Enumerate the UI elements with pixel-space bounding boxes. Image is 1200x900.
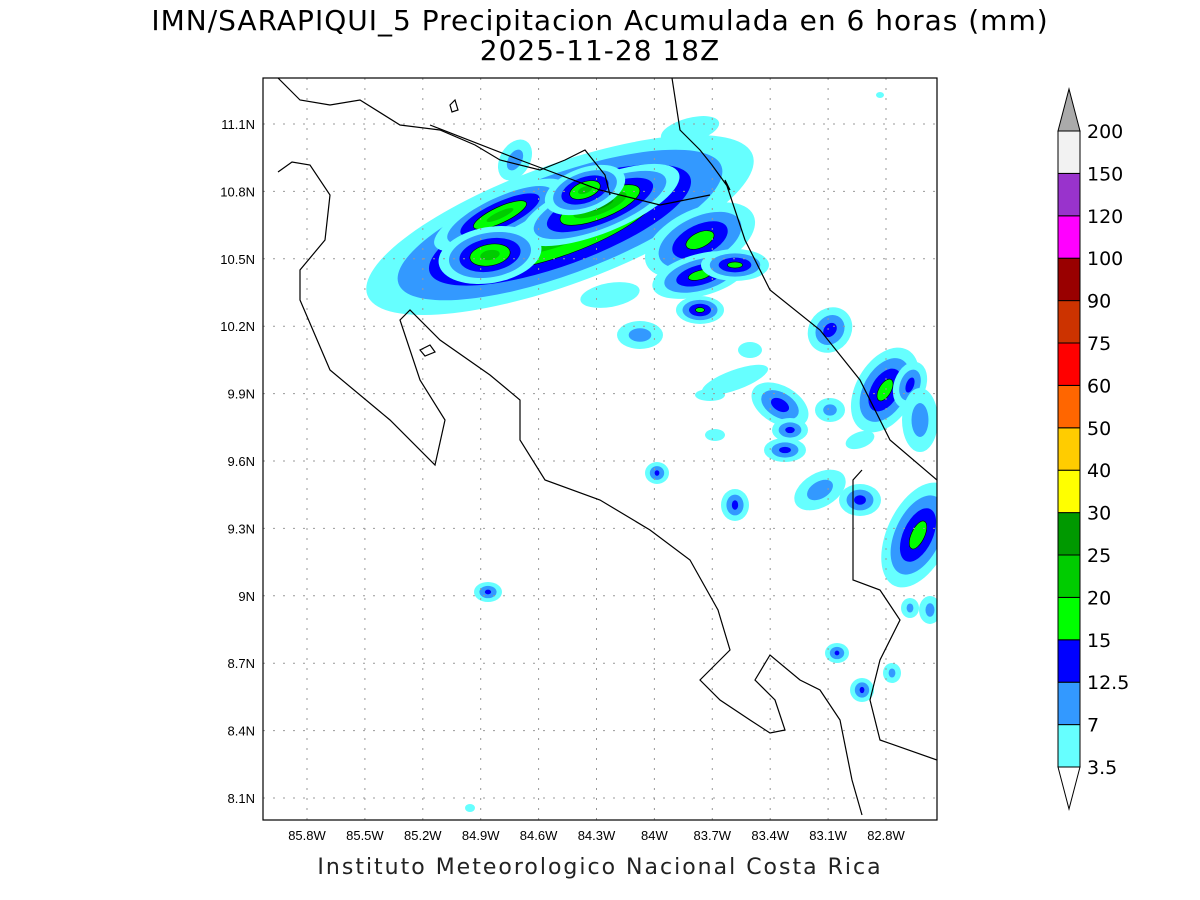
lon-tick-label: 83.7W [694, 828, 732, 843]
colorbar-label: 60 [1087, 375, 1111, 397]
lon-tick-label: 84.6W [520, 828, 558, 843]
colorbar-swatch [1057, 384, 1081, 429]
precip-contour [480, 249, 500, 261]
precip-contour [845, 430, 875, 450]
precip-contour [695, 307, 705, 313]
precip-contour [779, 446, 791, 454]
lon-tick-label: 83.4W [751, 828, 789, 843]
map-subtitle: 2025-11-28 18Z [479, 34, 721, 67]
lat-tick-label: 10.5N [220, 252, 255, 267]
lat-tick-label: 9.9N [228, 387, 255, 402]
colorbar-label: 120 [1087, 206, 1123, 228]
precip-contour [701, 364, 769, 396]
lon-tick-label: 83.1W [809, 828, 847, 843]
lat-tick-label: 8.7N [228, 656, 255, 671]
colorbar-label: 7 [1087, 715, 1099, 737]
precip-contour [888, 668, 896, 678]
colorbar-swatch [1057, 469, 1081, 514]
precip-contour [654, 470, 660, 476]
precip-field [366, 92, 937, 812]
precip-contour [876, 378, 894, 402]
lon-tick-label: 85.8W [288, 828, 326, 843]
lat-tick-label: 9.6N [228, 454, 255, 469]
colorbar-swatch [1057, 554, 1081, 598]
lon-tick-label: 84.9W [462, 828, 500, 843]
colorbar-swatch [1057, 130, 1081, 174]
precip-contour [859, 686, 865, 694]
lat-tick-label: 11.1N [221, 117, 255, 132]
colorbar-label: 100 [1087, 248, 1123, 270]
precip-contour [577, 185, 593, 195]
precip-contour [695, 389, 725, 401]
coastlines [277, 78, 937, 816]
colorbar-label: 15 [1087, 630, 1111, 652]
gridlines [263, 78, 937, 820]
colorbar-label: 150 [1087, 163, 1123, 185]
precip-contour [906, 603, 914, 613]
precip-contour [834, 650, 840, 656]
precip-contour [807, 479, 833, 501]
map-frame [262, 77, 938, 821]
lat-tick-label: 10.2N [220, 319, 255, 334]
precip-contour [925, 603, 935, 617]
precip-contour [785, 426, 795, 434]
precip-contour [465, 804, 475, 812]
lon-tick-label: 85.5W [346, 828, 384, 843]
lat-tick-label: 8.1N [228, 791, 255, 806]
precip-contour [731, 500, 739, 510]
lat-tick-label: 9N [238, 589, 255, 604]
colorbar-label: 75 [1087, 333, 1111, 355]
precip-contour [770, 397, 790, 413]
colorbar-swatch [1057, 172, 1081, 217]
precip-contour [628, 328, 652, 342]
precip-contour [905, 377, 915, 393]
precip-contour [823, 404, 837, 416]
colorbar-label: 25 [1087, 545, 1111, 567]
colorbar-under-triangle [1057, 766, 1081, 811]
colorbar-label: 20 [1087, 587, 1111, 609]
precip-contour [484, 589, 492, 595]
precip-contour [738, 342, 762, 358]
lat-tick-label: 9.3N [228, 521, 255, 536]
colorbar-swatch [1057, 427, 1081, 471]
colorbar-swatch [1057, 512, 1081, 556]
colorbar-label: 90 [1087, 291, 1111, 313]
precip-contour [911, 403, 929, 437]
colorbar-label: 30 [1087, 503, 1111, 525]
colorbar-swatch [1057, 257, 1081, 302]
colorbar-swatch [1057, 639, 1081, 683]
colorbar-label: 50 [1087, 418, 1111, 440]
precip-contour [705, 429, 725, 441]
precip-contour [908, 520, 928, 550]
lat-tick-label: 10.8N [220, 184, 255, 199]
colorbar-swatch [1057, 681, 1081, 726]
lon-tick-label: 84.3W [578, 828, 616, 843]
colorbar-swatch [1057, 215, 1081, 259]
precip-contour [685, 230, 715, 250]
precip-contour [727, 261, 743, 269]
precip-contour [876, 92, 884, 98]
lat-tick-label: 8.4N [228, 724, 255, 739]
colorbar-swatch [1057, 300, 1081, 344]
colorbar-over-triangle [1057, 87, 1081, 132]
colorbar-label: 40 [1087, 460, 1111, 482]
colorbar-label: 3.5 [1087, 757, 1117, 779]
lon-tick-label: 84W [641, 828, 668, 843]
map-title: IMN/SARAPIQUI_5 Precipitacion Acumulada … [151, 4, 1049, 37]
lon-tick-label: 85.2W [404, 828, 442, 843]
colorbar-swatch [1057, 596, 1081, 641]
lon-tick-label: 82.8W [867, 828, 905, 843]
footer-credit: Instituto Meteorologico Nacional Costa R… [317, 855, 883, 880]
colorbar-swatch [1057, 342, 1081, 386]
precip-contour [580, 282, 640, 308]
precip-contour [660, 116, 720, 144]
colorbar-label: 200 [1087, 121, 1123, 143]
colorbar: 3.5 7 12.5 15 20 25 30 40 50 60 75 90 100 120 150 200 [1057, 87, 1129, 811]
colorbar-swatch [1057, 724, 1081, 768]
precip-contour [854, 495, 866, 505]
precip-contour [486, 208, 514, 222]
colorbar-label: 12.5 [1087, 672, 1129, 694]
